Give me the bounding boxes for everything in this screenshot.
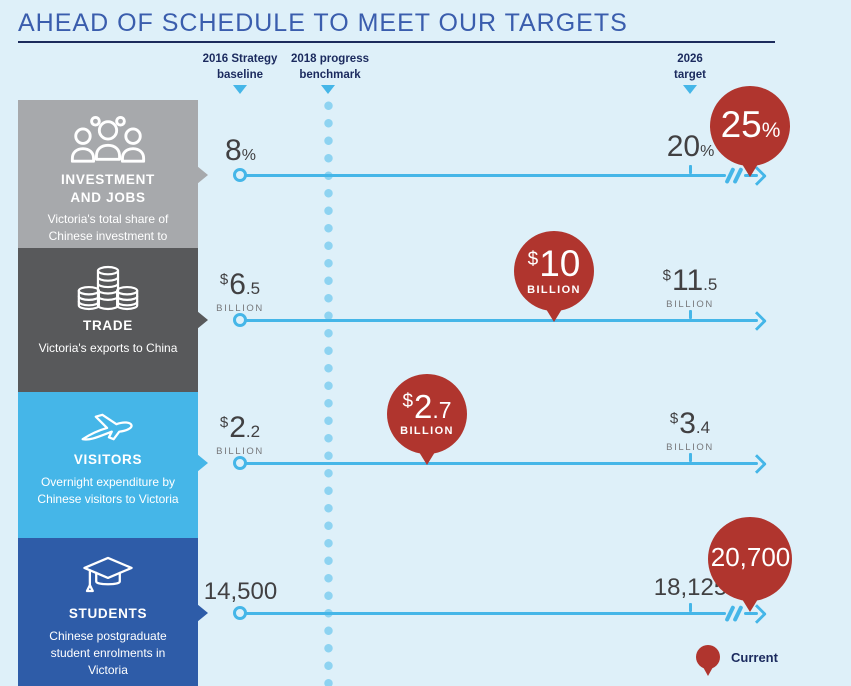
category-title-line1: VISITORS xyxy=(73,452,143,467)
column-header-target: 2026 target xyxy=(625,52,755,83)
timeline-line xyxy=(240,173,726,177)
current-value: 20,700 xyxy=(710,541,791,572)
value-unit: BILLION xyxy=(666,299,714,310)
column-header-target-line2: target xyxy=(674,68,706,81)
target-tick xyxy=(689,310,692,319)
baseline-value: 14,500 xyxy=(175,557,305,607)
target-arrow-down-icon xyxy=(683,85,697,94)
current-decimal: .7 xyxy=(432,396,452,423)
current-value: 10 xyxy=(539,242,581,284)
timeline-line xyxy=(240,318,758,322)
baseline-marker xyxy=(233,168,247,182)
timeline-line xyxy=(240,611,726,615)
current-balloon-visitors: $2.7 BILLION xyxy=(387,374,467,465)
graduation-cap-icon xyxy=(18,553,198,601)
target-value: $3.4 BILLION xyxy=(625,403,755,454)
benchmark-arrow-down-icon xyxy=(321,85,335,94)
category-title-line1: STUDENTS xyxy=(68,606,148,621)
current-unit: BILLION xyxy=(527,284,581,297)
current-balloon-trade: $10 BILLION xyxy=(514,231,594,322)
legend: Current xyxy=(696,645,778,676)
baseline-value: $6.5 BILLION xyxy=(175,264,305,315)
timeline-line-after-break xyxy=(744,611,758,615)
baseline-value: $2.2 BILLION xyxy=(175,407,305,458)
category-block-investment: INVESTMENT AND JOBS Victoria's total sha… xyxy=(18,100,208,260)
value-unit: BILLION xyxy=(666,442,714,453)
legend-label: Current xyxy=(731,649,778,665)
category-title-line2: AND JOBS xyxy=(70,189,146,205)
category-block-trade: TRADE Victoria's exports to China xyxy=(18,248,208,392)
category-title-line1: TRADE xyxy=(83,318,133,333)
category-title: TRADE xyxy=(18,317,198,335)
percent-sign: % xyxy=(700,143,715,160)
percent-sign: % xyxy=(761,118,781,142)
baseline-marker xyxy=(233,606,247,620)
column-header-benchmark: 2018 progress benchmark xyxy=(265,52,395,83)
currency-sign: $ xyxy=(219,414,229,431)
value-unit: BILLION xyxy=(216,303,264,314)
current-balloon-investment: 25% xyxy=(710,86,790,177)
target-value: 20% xyxy=(625,115,755,165)
category-title: VISITORS xyxy=(18,451,198,469)
category-description: Victoria's exports to China xyxy=(38,340,178,355)
value-unit: BILLION xyxy=(216,446,264,457)
target-tick xyxy=(689,603,692,612)
value-decimal: .5 xyxy=(703,275,718,294)
target-value: $11.5 BILLION xyxy=(625,260,755,311)
column-header-target-line1: 2026 xyxy=(677,53,703,65)
category-description: Chinese postgraduate student enrolments … xyxy=(49,628,167,677)
category-title: INVESTMENT AND JOBS xyxy=(18,171,198,206)
title-divider xyxy=(18,41,775,43)
column-header-baseline: 2016 Strategy baseline xyxy=(175,52,305,83)
currency-sign: $ xyxy=(219,271,229,288)
baseline-value: 8% xyxy=(175,119,305,169)
column-header-benchmark-line1: 2018 progress xyxy=(291,53,369,65)
column-header-baseline-line2: baseline xyxy=(216,68,264,81)
column-header-baseline-line1: 2016 Strategy xyxy=(202,53,278,65)
target-tick xyxy=(689,453,692,462)
category-title-line1: INVESTMENT xyxy=(60,172,155,187)
value-decimal: .5 xyxy=(245,279,261,298)
current-value: 25 xyxy=(720,103,762,145)
currency-sign: $ xyxy=(662,267,671,284)
coins-icon xyxy=(18,263,198,313)
currency-sign: $ xyxy=(669,410,679,427)
people-icon xyxy=(18,115,198,167)
current-value: 2 xyxy=(414,387,433,425)
value-main: 3 xyxy=(679,407,696,440)
percent-sign: % xyxy=(241,147,256,164)
value-main: 6 xyxy=(229,268,246,301)
value-main: 14,500 xyxy=(203,578,278,605)
column-header-benchmark-line2: benchmark xyxy=(299,68,361,81)
value-main: 11 xyxy=(672,264,704,297)
category-title: STUDENTS xyxy=(18,605,198,623)
value-main: 2 xyxy=(229,411,246,444)
category-description: Overnight expenditure by Chinese visitor… xyxy=(37,474,179,506)
value-decimal: .4 xyxy=(695,418,711,437)
value-main: 20 xyxy=(666,130,701,163)
baseline-arrow-down-icon xyxy=(233,85,247,94)
page-title: AHEAD OF SCHEDULE TO MEET OUR TARGETS xyxy=(18,9,628,37)
current-unit: BILLION xyxy=(400,425,454,438)
category-block-visitors: VISITORS Overnight expenditure by Chines… xyxy=(18,392,208,538)
current-balloon-students: 20,700 xyxy=(708,517,792,612)
category-block-students: STUDENTS Chinese postgraduate student en… xyxy=(18,538,208,686)
baseline-marker xyxy=(233,456,247,470)
target-tick xyxy=(689,165,692,174)
baseline-marker xyxy=(233,313,247,327)
current-balloon-icon xyxy=(696,645,720,676)
benchmark-dotted-line xyxy=(324,97,333,686)
timeline-line xyxy=(240,461,758,465)
plane-icon xyxy=(18,407,198,447)
currency-sign: $ xyxy=(402,390,414,412)
value-decimal: .2 xyxy=(245,422,261,441)
value-main: 8 xyxy=(225,134,242,167)
currency-sign: $ xyxy=(527,248,539,270)
